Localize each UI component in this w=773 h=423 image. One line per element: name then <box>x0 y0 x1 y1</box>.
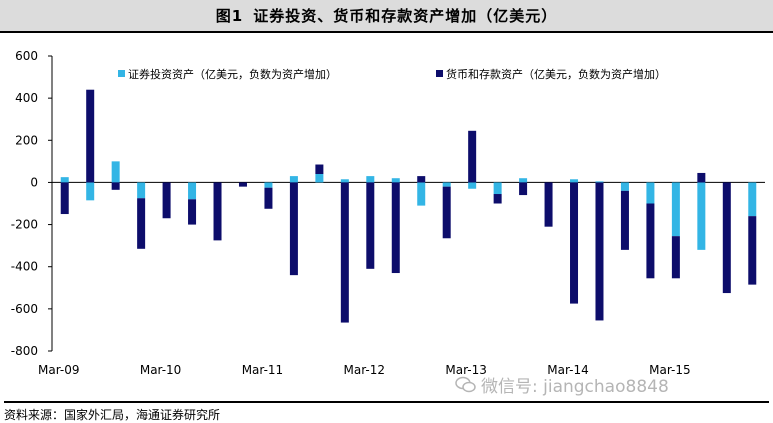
bar-deposit-Q1-14 <box>570 182 579 304</box>
bar-portfolio-Q2-10 <box>188 182 197 200</box>
bar-deposit-Q1-12 <box>366 182 375 269</box>
bar-deposit-Q4-15 <box>748 216 757 285</box>
bar-deposit-Q1-11 <box>264 187 273 209</box>
bar-portfolio-Q4-15 <box>748 182 757 217</box>
x-tick-label: Mar-09 <box>38 363 79 377</box>
x-tick-label: Mar-14 <box>547 363 588 377</box>
bar-deposit-Q3-10 <box>213 182 222 241</box>
bar-portfolio-Q3-14 <box>620 182 629 191</box>
bar-deposit-Q2-10 <box>188 199 197 225</box>
bar-portfolio-Q3-12 <box>417 182 426 206</box>
wechat-icon <box>455 376 476 392</box>
bar-portfolio-Q4-09 <box>137 182 146 199</box>
bar-deposit-Q2-14 <box>595 182 604 321</box>
bar-deposit-Q3-15 <box>722 182 731 294</box>
bar-portfolio-Q3-11 <box>315 174 324 183</box>
bar-deposit-Q3-13 <box>519 182 528 196</box>
watermark-text: 微信号: jiangchao8848 <box>481 377 669 397</box>
bar-deposit-Q2-13 <box>493 194 502 204</box>
bar-deposit-Q2-15 <box>697 172 706 183</box>
legend-label-deposit: 货币和存款资产（亿美元，负数为资产增加） <box>446 67 666 81</box>
legend-label-portfolio: 证券投资资产（亿美元，负数为资产增加） <box>128 67 337 81</box>
bar-portfolio-Q1-12 <box>366 176 375 183</box>
bar-portfolio-Q2-15 <box>697 182 706 250</box>
bar-deposit-Q3-14 <box>620 190 629 250</box>
x-tick-label: Mar-11 <box>242 363 283 377</box>
bar-portfolio-Q2-12 <box>391 178 400 183</box>
bar-deposit-Q4-13 <box>544 182 553 227</box>
bar-portfolio-Q1-14 <box>570 179 579 183</box>
bar-portfolio-Q2-09 <box>86 182 95 201</box>
bar-deposit-Q1-10 <box>162 182 171 219</box>
bar-portfolio-Q2-13 <box>493 182 502 195</box>
bar-portfolio-Q4-14 <box>646 182 655 204</box>
x-tick-label: Mar-10 <box>140 363 181 377</box>
bar-portfolio-Q3-13 <box>519 178 528 183</box>
watermark: 微信号: jiangchao8848 <box>455 372 669 397</box>
y-tick-label: -400 <box>11 260 38 274</box>
bar-deposit-Q1-13 <box>468 130 477 183</box>
y-tick-label: -200 <box>11 218 38 232</box>
x-tick-label: Mar-15 <box>649 363 690 377</box>
y-tick-label: 400 <box>15 91 38 105</box>
bar-deposit-Q4-14 <box>646 203 655 279</box>
bar-deposit-Q2-09 <box>86 89 95 183</box>
chart-title: 证券投资、货币和存款资产增加（亿美元） <box>253 7 558 25</box>
legend-swatch-deposit <box>436 70 443 77</box>
bar-deposit-Q4-10 <box>238 182 247 187</box>
x-tick-label: Mar-13 <box>445 363 486 377</box>
x-tick-label: Mar-12 <box>344 363 385 377</box>
bar-deposit-Q3-09 <box>111 182 120 190</box>
bar-portfolio-Q4-11 <box>340 179 349 183</box>
source-note: 资料来源：国家外汇局，海通证券研究所 <box>4 401 769 422</box>
bar-portfolio-Q1-13 <box>468 182 477 189</box>
chart-bars <box>60 89 757 323</box>
chart-legend: 证券投资资产（亿美元，负数为资产增加） 货币和存款资产（亿美元，负数为资产增加） <box>118 67 666 81</box>
bar-portfolio-Q1-15 <box>671 182 680 237</box>
bar-deposit-Q4-09 <box>137 198 146 249</box>
bar-deposit-Q3-11 <box>315 164 324 174</box>
figure-number: 图1 <box>215 7 244 25</box>
bar-deposit-Q1-09 <box>60 182 69 215</box>
bar-deposit-Q4-11 <box>340 182 349 323</box>
y-tick-label: 200 <box>15 133 38 147</box>
bar-portfolio-Q4-12 <box>442 182 451 187</box>
bar-deposit-Q2-12 <box>391 182 400 274</box>
legend-swatch-portfolio <box>118 70 125 77</box>
bar-deposit-Q2-11 <box>289 182 298 276</box>
bar-deposit-Q4-12 <box>442 186 451 239</box>
bar-portfolio-Q2-11 <box>289 176 298 183</box>
bar-portfolio-Q1-11 <box>264 182 273 188</box>
bar-portfolio-Q3-09 <box>111 161 120 183</box>
y-tick-label: 600 <box>15 49 38 63</box>
y-tick-label: -600 <box>11 302 38 316</box>
bar-deposit-Q3-12 <box>417 176 426 183</box>
bar-deposit-Q1-15 <box>671 236 680 279</box>
y-tick-label: -800 <box>11 344 38 358</box>
y-tick-label: 0 <box>30 175 38 189</box>
bar-portfolio-Q2-14 <box>595 181 604 183</box>
bar-portfolio-Q1-09 <box>60 177 69 183</box>
chart-title-bar: 图1 证券投资、货币和存款资产增加（亿美元） <box>0 0 773 33</box>
